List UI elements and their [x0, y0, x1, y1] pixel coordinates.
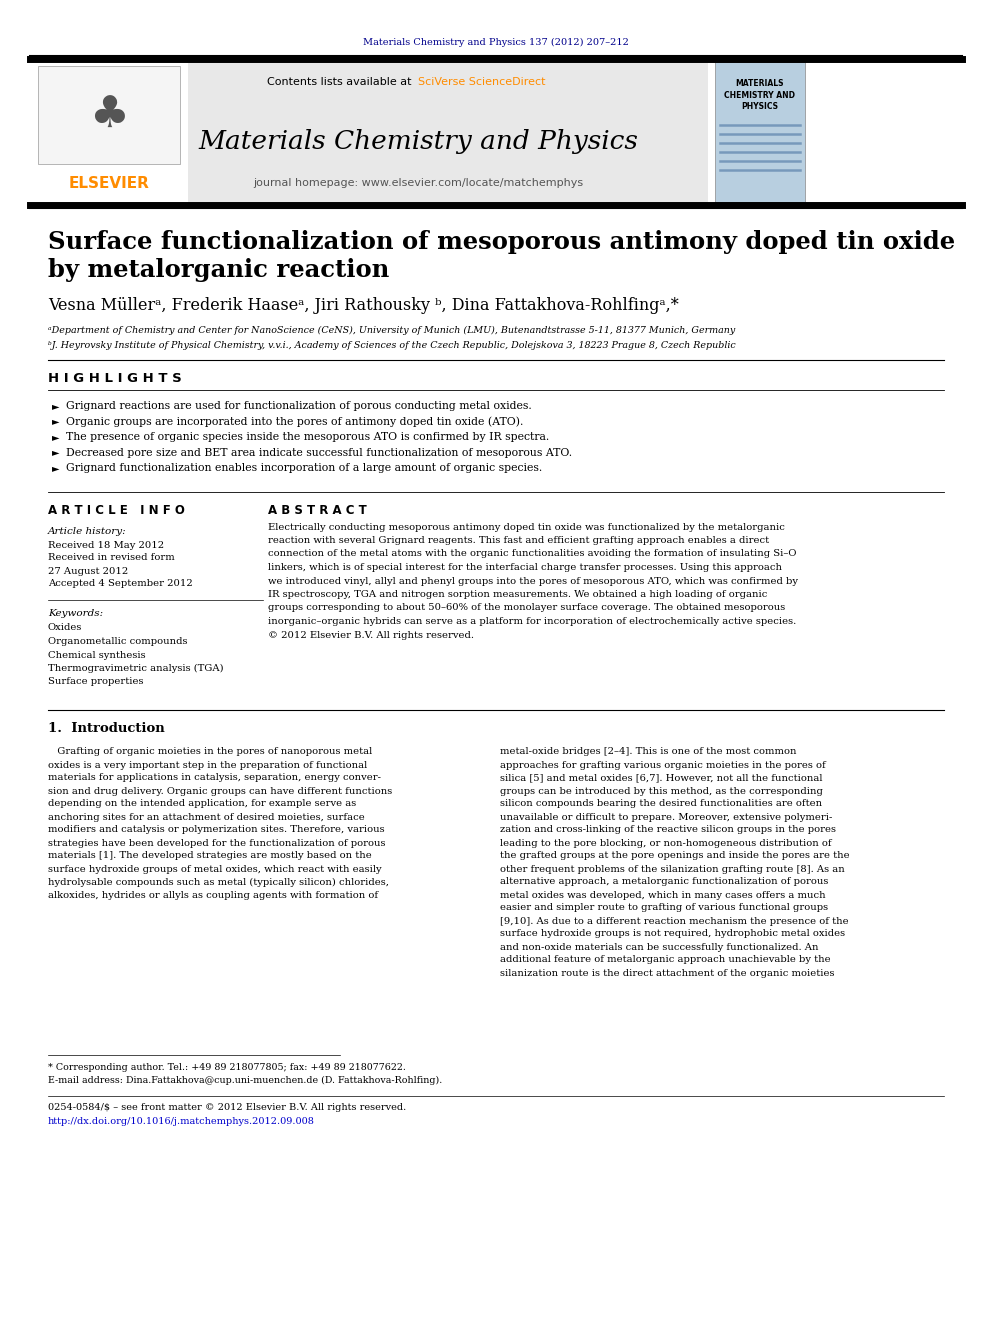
Text: inorganic–organic hybrids can serve as a platform for incorporation of electroch: inorganic–organic hybrids can serve as a…	[268, 617, 797, 626]
Text: Article history:: Article history:	[48, 527, 127, 536]
Text: A B S T R A C T: A B S T R A C T	[268, 504, 367, 517]
Bar	[38, 66, 180, 164]
Text: Surface functionalization of mesoporous antimony doped tin oxide: Surface functionalization of mesoporous …	[48, 230, 955, 254]
Text: easier and simpler route to grafting of various functional groups: easier and simpler route to grafting of …	[500, 904, 828, 913]
Text: surface hydroxide groups is not required, hydrophobic metal oxides: surface hydroxide groups is not required…	[500, 930, 845, 938]
Text: Surface properties: Surface properties	[48, 677, 144, 687]
Text: zation and cross-linking of the reactive silicon groups in the pores: zation and cross-linking of the reactive…	[500, 826, 836, 835]
Text: metal oxides was developed, which in many cases offers a much: metal oxides was developed, which in man…	[500, 890, 825, 900]
Text: hydrolysable compounds such as metal (typically silicon) chlorides,: hydrolysable compounds such as metal (ty…	[48, 877, 389, 886]
Text: metal-oxide bridges [2–4]. This is one of the most common: metal-oxide bridges [2–4]. This is one o…	[500, 747, 797, 757]
Text: approaches for grafting various organic moieties in the pores of: approaches for grafting various organic …	[500, 761, 825, 770]
Text: leading to the pore blocking, or non-homogeneous distribution of: leading to the pore blocking, or non-hom…	[500, 839, 831, 848]
Text: http://dx.doi.org/10.1016/j.matchemphys.2012.09.008: http://dx.doi.org/10.1016/j.matchemphys.…	[48, 1117, 314, 1126]
Text: IR spectroscopy, TGA and nitrogen sorption measurements. We obtained a high load: IR spectroscopy, TGA and nitrogen sorpti…	[268, 590, 768, 599]
Text: ►: ►	[52, 433, 60, 442]
Text: Grignard functionalization enables incorporation of a large amount of organic sp: Grignard functionalization enables incor…	[66, 463, 543, 474]
Text: reaction with several Grignard reagents. This fast and efficient grafting approa: reaction with several Grignard reagents.…	[268, 536, 769, 545]
Text: © 2012 Elsevier B.V. All rights reserved.: © 2012 Elsevier B.V. All rights reserved…	[268, 631, 474, 639]
Text: linkers, which is of special interest for the interfacial charge transfer proces: linkers, which is of special interest fo…	[268, 564, 782, 572]
Text: ►: ►	[52, 463, 60, 474]
Bar	[715, 62, 805, 202]
Text: Chemical synthesis: Chemical synthesis	[48, 651, 146, 659]
Text: Oxides: Oxides	[48, 623, 82, 632]
Text: The presence of organic species inside the mesoporous ATO is confirmed by IR spe: The presence of organic species inside t…	[66, 433, 550, 442]
Text: ᵇJ. Heyrovsky Institute of Physical Chemistry, v.v.i., Academy of Sciences of th: ᵇJ. Heyrovsky Institute of Physical Chem…	[48, 340, 736, 349]
Text: materials for applications in catalysis, separation, energy conver-: materials for applications in catalysis,…	[48, 774, 381, 782]
Text: alkoxides, hydrides or allyls as coupling agents with formation of: alkoxides, hydrides or allyls as couplin…	[48, 890, 378, 900]
Text: additional feature of metalorganic approach unachievable by the: additional feature of metalorganic appro…	[500, 955, 830, 964]
Text: Vesna Müllerᵃ, Frederik Haaseᵃ, Jiri Rathousky ᵇ, Dina Fattakhova-Rohlfingᵃ,*: Vesna Müllerᵃ, Frederik Haaseᵃ, Jiri Rat…	[48, 296, 679, 314]
Text: 0254-0584/$ – see front matter © 2012 Elsevier B.V. All rights reserved.: 0254-0584/$ – see front matter © 2012 El…	[48, 1103, 407, 1113]
Text: sion and drug delivery. Organic groups can have different functions: sion and drug delivery. Organic groups c…	[48, 786, 392, 795]
Text: silica [5] and metal oxides [6,7]. However, not all the functional: silica [5] and metal oxides [6,7]. Howev…	[500, 774, 822, 782]
Text: * Corresponding author. Tel.: +49 89 218077805; fax: +49 89 218077622.: * Corresponding author. Tel.: +49 89 218…	[48, 1062, 406, 1072]
Text: ♣: ♣	[89, 94, 129, 136]
Text: ELSEVIER: ELSEVIER	[68, 176, 150, 191]
Text: oxides is a very important step in the preparation of functional: oxides is a very important step in the p…	[48, 761, 367, 770]
Text: Materials Chemistry and Physics 137 (2012) 207–212: Materials Chemistry and Physics 137 (201…	[363, 37, 629, 46]
Text: and non-oxide materials can be successfully functionalized. An: and non-oxide materials can be successfu…	[500, 942, 818, 951]
Text: anchoring sites for an attachment of desired moieties, surface: anchoring sites for an attachment of des…	[48, 812, 365, 822]
Text: Received in revised form: Received in revised form	[48, 553, 175, 562]
Text: ►: ►	[52, 447, 60, 458]
Text: H I G H L I G H T S: H I G H L I G H T S	[48, 372, 182, 385]
Text: Organometallic compounds: Organometallic compounds	[48, 636, 187, 646]
Text: groups can be introduced by this method, as the corresponding: groups can be introduced by this method,…	[500, 786, 823, 795]
Text: ᵃDepartment of Chemistry and Center for NanoScience (CeNS), University of Munich: ᵃDepartment of Chemistry and Center for …	[48, 325, 735, 335]
Text: journal homepage: www.elsevier.com/locate/matchemphys: journal homepage: www.elsevier.com/locat…	[253, 179, 583, 188]
Text: connection of the metal atoms with the organic functionalities avoiding the form: connection of the metal atoms with the o…	[268, 549, 797, 558]
Text: Organic groups are incorporated into the pores of antimony doped tin oxide (ATO): Organic groups are incorporated into the…	[66, 417, 524, 427]
Bar	[30, 62, 708, 202]
Text: materials [1]. The developed strategies are mostly based on the: materials [1]. The developed strategies …	[48, 852, 372, 860]
Text: Keywords:: Keywords:	[48, 610, 103, 618]
Text: strategies have been developed for the functionalization of porous: strategies have been developed for the f…	[48, 839, 386, 848]
Text: A R T I C L E   I N F O: A R T I C L E I N F O	[48, 504, 185, 517]
Text: by metalorganic reaction: by metalorganic reaction	[48, 258, 389, 282]
Text: the grafted groups at the pore openings and inside the pores are the: the grafted groups at the pore openings …	[500, 852, 849, 860]
Text: Accepted 4 September 2012: Accepted 4 September 2012	[48, 579, 192, 589]
Bar	[30, 62, 188, 202]
Text: Decreased pore size and BET area indicate successful functionalization of mesopo: Decreased pore size and BET area indicat…	[66, 447, 572, 458]
Text: we introduced vinyl, allyl and phenyl groups into the pores of mesoporous ATO, w: we introduced vinyl, allyl and phenyl gr…	[268, 577, 798, 586]
Text: Contents lists available at: Contents lists available at	[267, 77, 415, 87]
Text: 27 August 2012: 27 August 2012	[48, 566, 128, 576]
Text: Thermogravimetric analysis (TGA): Thermogravimetric analysis (TGA)	[48, 664, 223, 673]
Text: unavailable or difficult to prepare. Moreover, extensive polymeri-: unavailable or difficult to prepare. Mor…	[500, 812, 832, 822]
Text: Received 18 May 2012: Received 18 May 2012	[48, 541, 164, 549]
Text: ►: ►	[52, 401, 60, 411]
Text: silanization route is the direct attachment of the organic moieties: silanization route is the direct attachm…	[500, 968, 834, 978]
Text: Grignard reactions are used for functionalization of porous conducting metal oxi: Grignard reactions are used for function…	[66, 401, 532, 411]
Text: [9,10]. As due to a different reaction mechanism the presence of the: [9,10]. As due to a different reaction m…	[500, 917, 848, 926]
Text: other frequent problems of the silanization grafting route [8]. As an: other frequent problems of the silanizat…	[500, 864, 845, 873]
Text: silicon compounds bearing the desired functionalities are often: silicon compounds bearing the desired fu…	[500, 799, 822, 808]
Text: Electrically conducting mesoporous antimony doped tin oxide was functionalized b: Electrically conducting mesoporous antim…	[268, 523, 785, 532]
Text: alternative approach, a metalorganic functionalization of porous: alternative approach, a metalorganic fun…	[500, 877, 828, 886]
Text: depending on the intended application, for example serve as: depending on the intended application, f…	[48, 799, 356, 808]
Text: Materials Chemistry and Physics: Materials Chemistry and Physics	[198, 130, 638, 155]
Text: SciVerse ScienceDirect: SciVerse ScienceDirect	[418, 77, 546, 87]
Text: Grafting of organic moieties in the pores of nanoporous metal: Grafting of organic moieties in the pore…	[48, 747, 372, 757]
Text: E-mail address: Dina.Fattakhova@cup.uni-muenchen.de (D. Fattakhova-Rohlfing).: E-mail address: Dina.Fattakhova@cup.uni-…	[48, 1076, 442, 1085]
Text: modifiers and catalysis or polymerization sites. Therefore, various: modifiers and catalysis or polymerizatio…	[48, 826, 385, 835]
Text: ►: ►	[52, 417, 60, 426]
Text: groups corresponding to about 50–60% of the monolayer surface coverage. The obta: groups corresponding to about 50–60% of …	[268, 603, 786, 613]
Text: 1.  Introduction: 1. Introduction	[48, 721, 165, 734]
Text: MATERIALS
CHEMISTRY AND
PHYSICS: MATERIALS CHEMISTRY AND PHYSICS	[724, 78, 796, 111]
Text: surface hydroxide groups of metal oxides, which react with easily: surface hydroxide groups of metal oxides…	[48, 864, 382, 873]
